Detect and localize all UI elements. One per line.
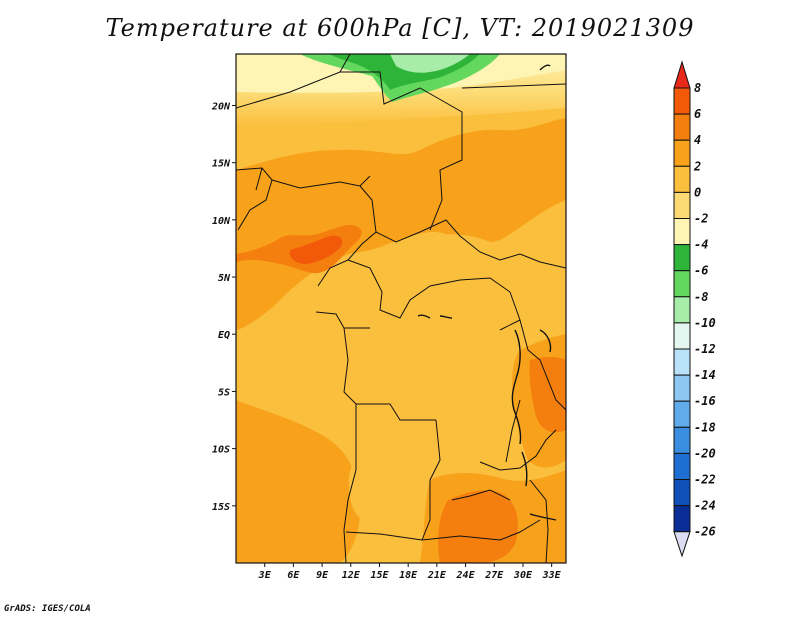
colorbar-label-17: -26 [694,525,716,539]
lat-tick-label-7: 15S [212,502,230,513]
colorbar-label-14: -20 [694,446,716,460]
field-band-0to2-south [348,457,408,526]
latitude-axis: 20N 15N 10N 5N EQ 5S 10S 15S [211,101,236,513]
colorbar-box-4 [673,191,691,219]
colorbar-label-2: 4 [694,133,701,147]
colorbar-box-16 [673,505,691,533]
lat-tick-label-4: EQ [218,330,230,341]
colorbar-box-9 [673,322,691,350]
field-green-m8 [390,54,470,73]
colorbar-box-0 [673,87,691,115]
colorbar-box-5 [673,218,691,246]
colorbar-label-4: 0 [694,185,701,199]
colorbar-box-11 [673,374,691,402]
lon-tick-label-7: 24E [456,570,476,581]
colorbar-box-6 [673,244,691,272]
lat-tick-label-3: 5N [218,273,231,284]
field-band-2to4-southwest [236,400,360,563]
lon-tick-label-4: 15E [370,570,389,581]
colorbar-box-10 [673,348,691,376]
colorbar-box-3 [673,165,691,193]
colorbar-box-1 [673,113,691,141]
colorbar: 8 6 4 2 0 -2 -4 -6 -8 -10 -12 -14 -16 -18 -20 -22 -24 -26 [673,60,716,558]
colorbar-label-7: -6 [694,264,708,278]
colorbar-box-15 [673,479,691,507]
lakes [417,64,557,521]
map-frame [235,53,567,564]
lon-tick-label-1: 6E [287,570,300,581]
colorbar-label-5: -2 [694,212,708,226]
colorbar-box-12 [673,400,691,428]
colorbar-box-14 [673,452,691,480]
colorbar-label-10: -12 [694,342,716,356]
lon-tick-label-5: 18E [399,570,418,581]
map-title: Temperature at 600hPa [C], VT: 201902130… [105,14,695,42]
lat-tick-label-5: 5S [218,387,230,398]
colorbar-box-2 [673,139,691,167]
lat-tick-label-0: 20N [211,101,231,112]
colorbar-label-1: 6 [694,107,701,121]
colorbar-box-13 [673,426,691,454]
field-band-2to4-north [236,118,566,330]
colorbar-label-16: -24 [694,499,716,513]
lon-tick-label-3: 12E [342,570,361,581]
lon-tick-label-8: 27E [484,570,504,581]
credit-text: GrADS: IGES/COLA [4,604,91,614]
colorbar-label-15: -22 [694,473,716,487]
colorbar-bottom-arrow [673,531,691,558]
colorbar-label-8: -8 [694,290,708,304]
colorbar-box-7 [673,270,691,298]
colorbar-label-0: 8 [694,81,701,95]
lon-tick-label-2: 9E [316,570,329,581]
lon-tick-label-10: 33E [542,570,562,581]
temperature-field [236,54,566,563]
colorbar-label-3: 2 [693,159,701,173]
colorbar-label-9: -10 [694,316,716,330]
lat-tick-label-2: 10N [212,216,231,227]
lon-tick-label-0: 3E [258,570,272,581]
colorbar-box-8 [673,296,691,324]
lon-tick-label-9: 30E [513,570,533,581]
field-hot-east [529,357,566,433]
field-band-0to2-center [371,234,533,337]
lat-tick-label-6: 10S [212,445,230,456]
lat-tick-label-1: 15N [212,159,231,170]
colorbar-top-arrow [673,60,691,89]
longitude-axis: 3E 6E 9E 12E 15E 18E 21E 24E 27E 30E 33E [258,563,562,581]
colorbar-label-12: -16 [694,394,716,408]
country-borders [236,54,566,563]
field-hot-southeast [438,490,518,563]
colorbar-label-13: -18 [694,420,716,434]
colorbar-label-6: -4 [694,238,708,252]
field-hot-west-core [289,235,343,264]
colorbar-label-11: -14 [694,368,716,382]
lon-tick-label-6: 21E [427,570,447,581]
